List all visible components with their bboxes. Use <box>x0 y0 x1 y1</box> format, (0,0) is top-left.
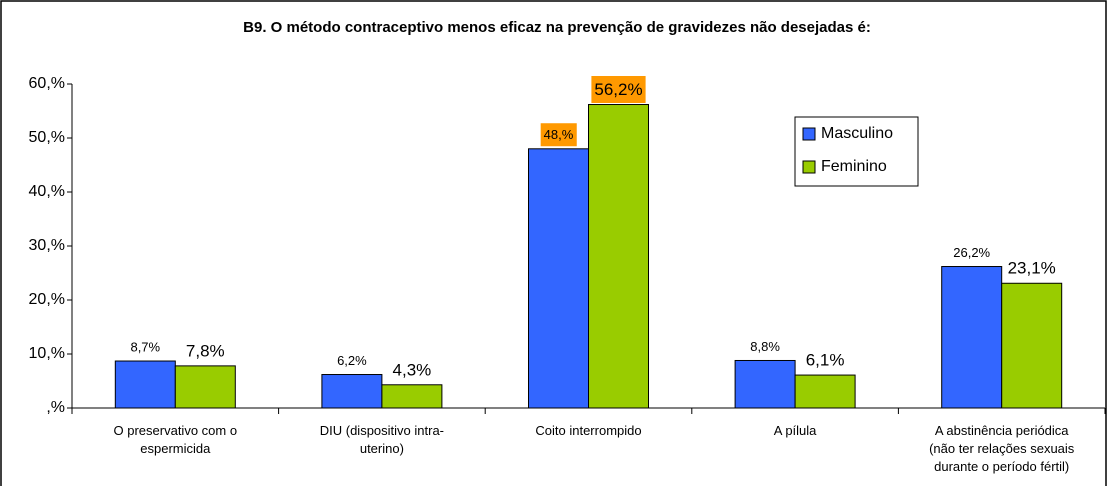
value-label-group: 56,2% <box>591 76 646 104</box>
bar <box>1001 282 1063 409</box>
value-label-group: 6,1% <box>806 351 845 370</box>
bar <box>381 384 443 409</box>
y-tick-label: 50,% <box>29 129 65 146</box>
bar <box>321 374 383 409</box>
x-tick-label: A abstinência periódica (não ter relaçõe… <box>929 423 1075 474</box>
bar <box>114 360 176 409</box>
y-tick-label: 30,% <box>29 237 65 254</box>
value-label: 4,3% <box>393 360 432 379</box>
value-label-group: 7,8% <box>186 341 225 360</box>
legend-label: Masculino <box>821 125 893 142</box>
value-label-group: 8,8% <box>750 339 780 354</box>
bar <box>588 104 649 409</box>
bar <box>734 359 796 409</box>
x-tick-label: O preservativo com o espermicida <box>113 423 238 456</box>
value-label-group: 8,7% <box>130 339 160 354</box>
y-tick-label: 60,% <box>29 75 65 92</box>
x-tick-label: Coito interrompido <box>535 423 642 438</box>
value-label: 6,2% <box>337 353 367 368</box>
value-label: 48,% <box>544 127 574 142</box>
y-tick-label: 10,% <box>29 345 65 362</box>
bar <box>528 148 589 409</box>
legend-label: Feminino <box>821 158 887 175</box>
legend-swatch <box>802 160 816 174</box>
value-label: 56,2% <box>594 80 642 99</box>
y-tick-label: ,% <box>46 399 65 416</box>
label-highlight <box>540 123 577 147</box>
label-highlight <box>591 76 646 104</box>
bar <box>794 374 856 409</box>
value-label-group: 6,2% <box>337 353 367 368</box>
value-label-group: 23,1% <box>1008 259 1056 278</box>
bar <box>941 266 1003 409</box>
x-tick-label: DIU (dispositivo intra- uterino) <box>319 423 445 456</box>
value-label: 26,2% <box>953 245 990 260</box>
value-label: 8,7% <box>130 339 160 354</box>
value-label: 23,1% <box>1008 259 1056 278</box>
y-tick-label: 20,% <box>29 291 65 308</box>
value-label: 6,1% <box>806 351 845 370</box>
chart-title: B9. O método contraceptivo menos eficaz … <box>243 19 871 36</box>
value-label: 8,8% <box>750 339 780 354</box>
bar <box>174 365 236 409</box>
x-tick-label: A pílula <box>773 423 817 438</box>
value-label-group: 26,2% <box>953 245 990 260</box>
legend-swatch <box>802 127 816 141</box>
value-label-group: 4,3% <box>393 360 432 379</box>
value-label-group: 48,% <box>540 123 577 147</box>
y-tick-label: 40,% <box>29 183 65 200</box>
value-label: 7,8% <box>186 341 225 360</box>
